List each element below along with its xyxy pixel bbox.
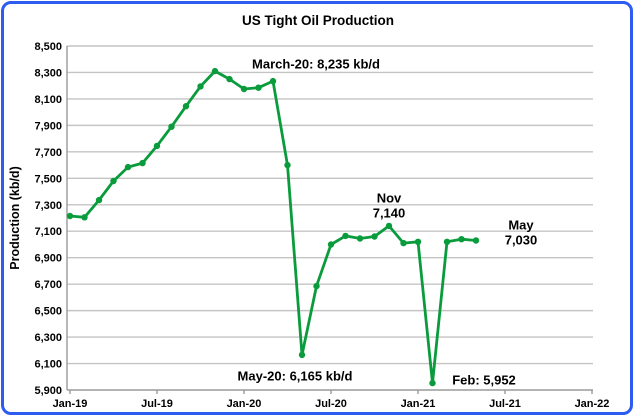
data-point [458,236,465,243]
y-tick-label: 7,900 [34,120,62,132]
chart-title: US Tight Oil Production [242,13,394,28]
data-point [110,177,117,185]
data-point [327,241,335,248]
x-tick-label: Jan-22 [575,398,610,410]
data-point [226,75,233,83]
annotation-nov-20: 7,140 [373,206,406,221]
y-tick-label: 6,700 [34,279,62,291]
data-point [81,214,88,221]
x-tick-label: Jan-21 [401,398,436,410]
data-point [356,235,364,242]
data-point [342,232,349,240]
y-tick-label: 7,300 [34,200,62,212]
y-tick-label: 5,900 [34,385,62,397]
data-point [371,233,378,240]
x-tick-label: Jan-20 [227,398,262,410]
data-point [284,161,291,169]
data-point [443,238,451,245]
y-tick-label: 8,100 [34,94,62,106]
data-point [168,123,175,130]
data-point [472,237,480,244]
y-tick-label: 7,700 [34,147,62,159]
y-tick-label: 6,100 [34,359,62,371]
data-point [269,77,277,85]
data-point [385,222,393,230]
x-tick-label: Jul-21 [489,398,521,410]
x-tick-label: Jul-19 [141,398,173,410]
data-point [211,67,219,75]
data-point [400,239,407,247]
data-point [95,196,103,204]
x-tick-label: Jul-20 [315,398,347,410]
y-tick-label: 7,500 [34,173,62,185]
data-point [66,212,74,220]
data-point [429,379,436,387]
annotation-nov-20: Nov [377,191,402,206]
data-point [255,84,262,91]
annotation-feb-21: Feb: 5,952 [452,373,516,388]
data-point [240,85,248,93]
y-tick-label: 8,300 [34,67,62,79]
data-point [414,238,422,245]
annotation-may-21: 7,030 [505,233,538,248]
data-point [298,351,306,359]
data-point [124,163,132,171]
y-tick-label: 7,100 [34,226,62,238]
data-point [182,103,190,110]
y-tick-label: 6,500 [34,306,62,318]
y-tick-label: 8,500 [34,41,62,53]
y-tick-label: 6,300 [34,332,62,344]
production-line [68,69,478,385]
data-point [197,83,204,90]
x-tick-label: Jan-19 [53,398,88,410]
y-tick-label: 6,900 [34,253,62,265]
annotation-may-21: May [508,218,534,233]
data-point [313,282,320,290]
data-point [139,159,146,167]
annotation-may-20: May-20: 6,165 kb/d [238,369,353,384]
data-point [153,142,161,150]
annotation-march-20: March-20: 8,235 kb/d [252,57,380,72]
y-axis-title: Production (kb/d) [8,166,22,270]
